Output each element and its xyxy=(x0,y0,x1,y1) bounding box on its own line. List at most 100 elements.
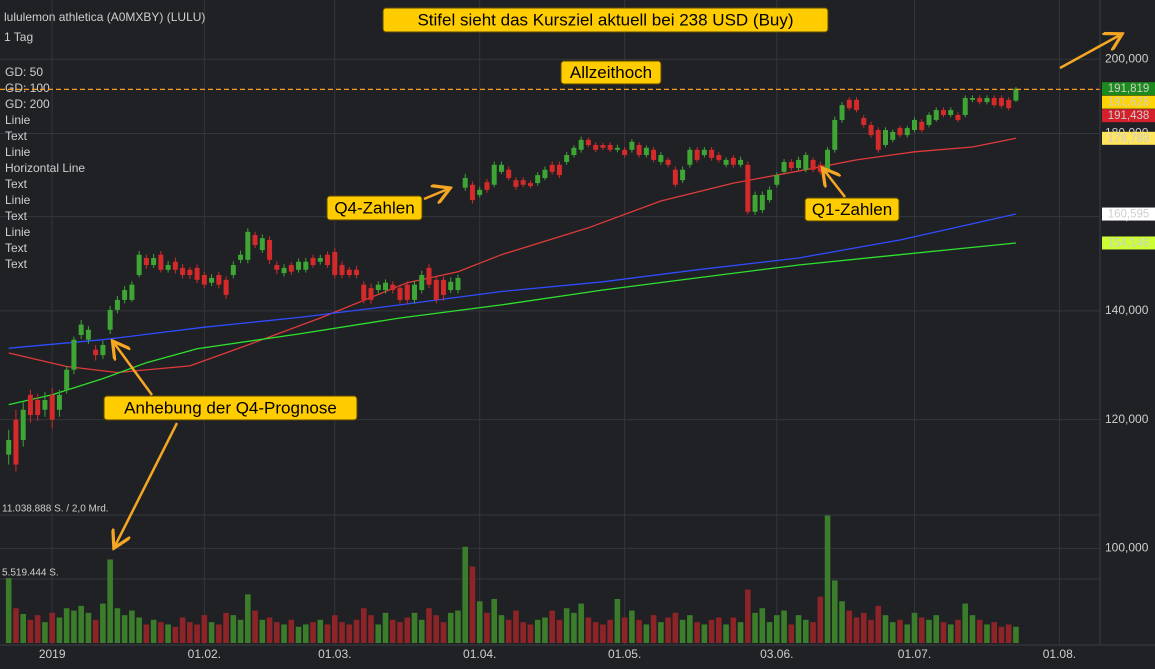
candle-body xyxy=(107,309,113,330)
volume-bar xyxy=(875,605,882,643)
volume-bar xyxy=(520,622,526,643)
candle-body xyxy=(600,145,606,148)
candle-body xyxy=(165,265,171,270)
candle-body xyxy=(325,254,331,266)
volume-bar xyxy=(172,626,179,643)
candle-body xyxy=(426,267,432,285)
volume-bar xyxy=(223,612,229,643)
candle-body xyxy=(774,175,780,185)
volume-bar xyxy=(752,612,758,643)
volume-bar xyxy=(802,619,809,643)
volume-bar xyxy=(774,615,780,643)
candle-body xyxy=(209,277,215,283)
volume-bar xyxy=(629,610,635,643)
volume-bar xyxy=(136,617,142,643)
candle-body xyxy=(252,234,258,246)
annotation: Stifel sieht das Kursziel aktuell bei 23… xyxy=(382,7,829,33)
volume-bar xyxy=(194,624,200,643)
chart-title: lululemon athletica (A0MXBY) (LULU) xyxy=(4,10,205,24)
candle-body xyxy=(93,349,99,356)
volume-bar xyxy=(368,615,374,643)
volume-bar xyxy=(389,619,396,643)
legend-entry: Horizontal Line xyxy=(5,161,85,175)
candle-body xyxy=(622,149,628,156)
candle-body xyxy=(216,275,222,285)
volume-bar xyxy=(360,608,367,643)
volume-bar xyxy=(288,619,295,643)
volume-bar xyxy=(534,619,541,643)
overlay: 2019 01.02. 01.03. 01.04. 01.05. 03.06. 01.07.… xyxy=(0,51,1155,661)
volume-bar xyxy=(955,619,961,643)
candle-body xyxy=(955,114,961,120)
candle-body xyxy=(20,409,26,440)
volume-bar xyxy=(600,624,606,643)
price-label: 154,146 xyxy=(1108,238,1150,250)
volume-bar xyxy=(889,622,896,643)
annotation: Allzeithoch xyxy=(560,60,662,85)
volume-bar xyxy=(897,619,903,643)
candle-body xyxy=(607,145,613,150)
candle-body xyxy=(440,279,446,295)
candle-body xyxy=(694,149,700,160)
candle-body xyxy=(535,175,541,184)
annotation-text: Allzeithoch xyxy=(570,63,652,82)
x-tick-label: 03.06. xyxy=(760,647,793,661)
candle-body xyxy=(122,290,128,300)
volume-bar xyxy=(672,612,679,643)
annotation-text: Q1-Zahlen xyxy=(812,200,892,219)
volume-pane xyxy=(5,515,1019,643)
candle-body xyxy=(455,277,461,291)
price-label-box xyxy=(1102,82,1155,96)
x-tick-label: 2019 xyxy=(39,647,66,661)
candle-body xyxy=(911,119,917,131)
y-tick-label: 100,000 xyxy=(1105,541,1149,555)
volume-bar xyxy=(1005,624,1012,643)
volume-bar xyxy=(121,615,128,643)
volume-bar xyxy=(274,622,280,643)
volume-bar xyxy=(745,589,751,643)
legend-entry: Text xyxy=(5,241,28,255)
candle-body xyxy=(969,97,975,100)
candle-body xyxy=(375,284,381,291)
volume-bar xyxy=(650,615,657,643)
volume-tick-label: 5.519.444 S. xyxy=(2,568,59,579)
candle-body xyxy=(100,344,106,356)
volume-bar xyxy=(179,617,186,643)
candle-body xyxy=(469,184,475,201)
volume-bar xyxy=(976,619,983,643)
x-tick-label: 01.05. xyxy=(608,647,641,661)
volume-bar xyxy=(766,622,773,643)
candle-body xyxy=(991,97,997,106)
volume-bar xyxy=(187,622,193,643)
volume-bar xyxy=(882,615,889,643)
volume-bar xyxy=(92,619,99,643)
volume-bar xyxy=(846,610,853,643)
candle-body xyxy=(397,288,403,300)
candle-body xyxy=(1013,88,1019,101)
volume-bar xyxy=(27,619,34,643)
volume-bar xyxy=(433,615,440,643)
price-label-box xyxy=(1102,95,1155,109)
volume-bar xyxy=(266,617,273,643)
volume-bar xyxy=(317,619,324,643)
volume-bar xyxy=(100,603,106,643)
volume-bar xyxy=(527,624,534,643)
candle-body xyxy=(64,369,70,390)
candle-body xyxy=(85,329,91,340)
candle-body xyxy=(564,155,570,162)
volume-bar xyxy=(375,624,382,643)
volume-bar xyxy=(549,610,555,643)
volume-bar xyxy=(831,580,838,643)
ma-line xyxy=(8,242,1016,406)
volume-bar xyxy=(737,622,744,643)
legend-entry: Text xyxy=(5,209,28,223)
volume-bar xyxy=(708,619,715,643)
volume-bar xyxy=(230,615,237,643)
candle-body xyxy=(803,155,809,170)
volume-bar xyxy=(969,615,976,643)
volume-bar xyxy=(455,610,461,643)
candle-body xyxy=(158,254,164,270)
y-tick-label: 120,000 xyxy=(1105,412,1149,426)
candle-body xyxy=(281,267,287,274)
volume-bar xyxy=(679,619,686,643)
